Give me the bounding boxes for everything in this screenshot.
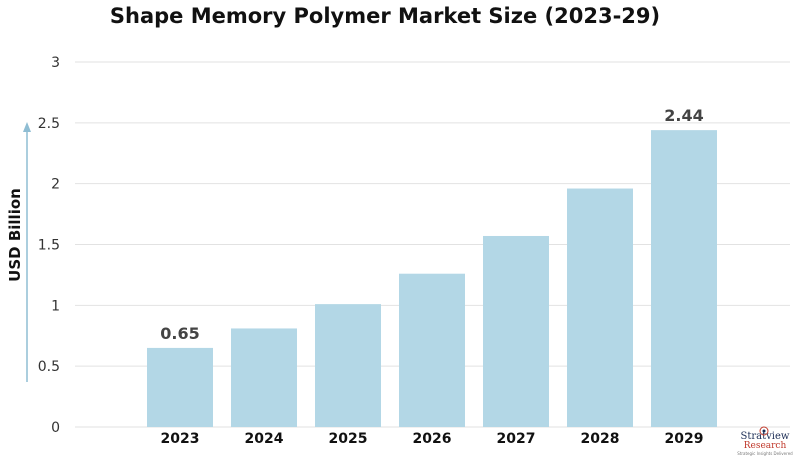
target-icon: [759, 426, 769, 436]
y-axis-arrow: [23, 122, 31, 382]
data-label-2029: 2.44: [664, 106, 703, 125]
x-tick-label: 2027: [497, 431, 536, 447]
x-tick-label: 2026: [413, 431, 452, 447]
x-axis-labels: 2023 2024 2025 2026 2027 2028 2029: [161, 431, 704, 447]
x-tick-label: 2023: [161, 431, 200, 447]
data-label-2023: 0.65: [160, 324, 199, 343]
chart-title: Shape Memory Polymer Market Size (2023-2…: [109, 4, 661, 28]
bar-2025: [315, 304, 381, 427]
data-labels: 0.65 2.44: [160, 106, 703, 343]
stratview-logo: Stratview Research Strategic Insights De…: [735, 426, 795, 456]
y-tick-label: 1.5: [38, 238, 60, 254]
y-tick-label: 0: [51, 420, 60, 436]
y-tick-label: 2.5: [38, 116, 60, 132]
logo-brand-line2: Research: [743, 441, 787, 451]
y-axis-title: USD Billion: [6, 188, 24, 282]
x-tick-label: 2028: [581, 431, 620, 447]
logo-tagline: Strategic Insights Delivered: [737, 451, 793, 456]
x-tick-label: 2029: [665, 431, 704, 447]
y-tick-label: 2: [51, 177, 60, 193]
y-tick-label: 3: [51, 55, 60, 71]
bar-2027: [483, 235, 549, 427]
x-tick-label: 2024: [245, 431, 284, 447]
bar-2024: [231, 328, 297, 427]
bar-2026: [399, 273, 465, 427]
y-tick-label: 0.5: [38, 359, 60, 375]
bars: [147, 130, 717, 427]
logo-brand-line1: Stratview: [740, 431, 790, 442]
bar-2028: [567, 188, 633, 427]
bar-2029: [651, 130, 717, 427]
y-axis-ticks: 0 0.5 1 1.5 2 2.5 3: [38, 55, 60, 436]
bar-2023: [147, 347, 213, 427]
x-tick-label: 2025: [329, 431, 368, 447]
y-tick-label: 1: [51, 298, 60, 314]
